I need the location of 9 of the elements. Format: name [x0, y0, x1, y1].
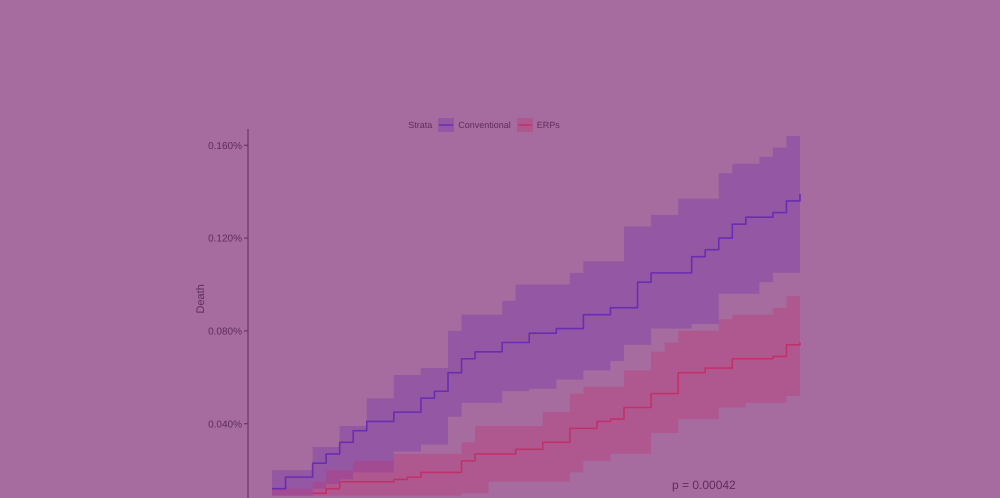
y-axis-title: Death	[194, 284, 207, 314]
legend-label: ERPs	[536, 120, 560, 130]
y-tick-label: 0.040%	[208, 419, 242, 430]
y-tick-label: 0.080%	[208, 326, 242, 338]
y-tick-label: 0.160%	[208, 140, 242, 152]
y-tick-label: 0.120%	[208, 234, 242, 245]
legend-title: Strata	[408, 120, 432, 130]
legend-label: Conventional	[458, 120, 511, 130]
annotation: p = 0.00042	[672, 478, 736, 492]
